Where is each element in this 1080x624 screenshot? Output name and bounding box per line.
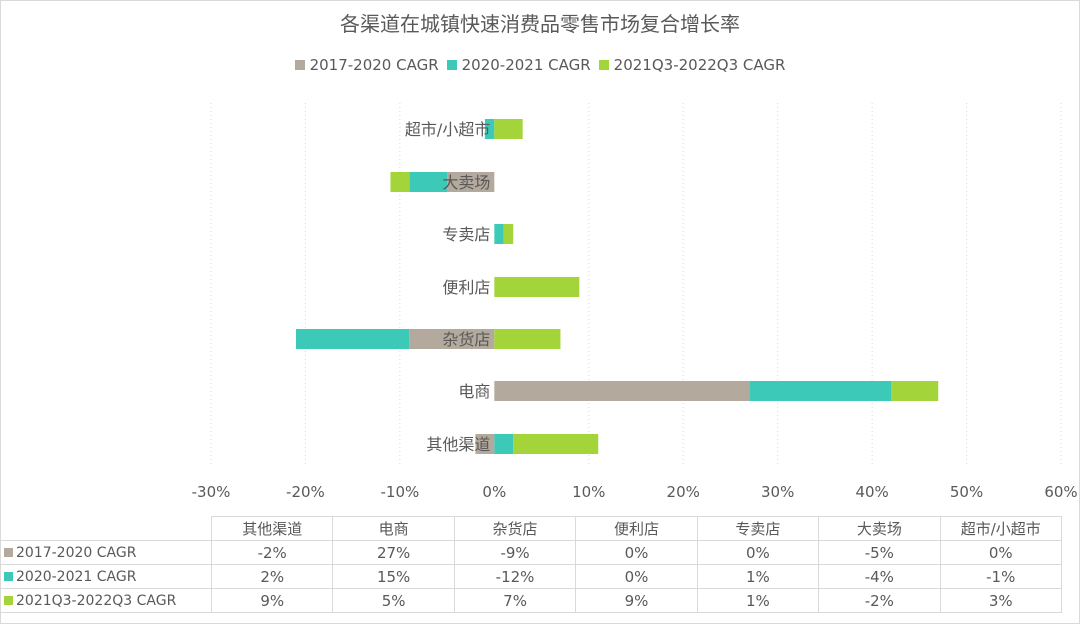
bar-segment [513, 434, 599, 454]
table-cell: 5% [332, 588, 455, 613]
table-column-header: 其他渠道 [210, 516, 334, 541]
bar-segment [296, 329, 410, 349]
table-cell: 2% [210, 564, 334, 589]
category-label: 专卖店 [442, 225, 490, 244]
table-cell: 3% [939, 588, 1062, 613]
chart-title: 各渠道在城镇快速消费品零售市场复合增长率 [340, 12, 740, 36]
series-name: 2017-2020 CAGR [16, 544, 137, 561]
bar-segment [494, 434, 514, 454]
table-column-header: 专卖店 [696, 516, 820, 541]
legend-swatch [598, 60, 609, 70]
table-cell: 1% [696, 564, 820, 589]
legend-item: 2020-2021 CAGR [446, 56, 591, 74]
legend-swatch [446, 60, 457, 70]
category-label: 超市/小超市 [405, 120, 490, 139]
category-label: 杂货店 [442, 330, 490, 349]
bar-segment [484, 119, 495, 139]
x-tick-label: 60% [1044, 483, 1077, 501]
x-tick-label: 30% [761, 483, 794, 501]
bar-segment [494, 381, 750, 401]
bar-segment [409, 172, 448, 192]
table-cell: -1% [939, 564, 1062, 589]
series-name: 2020-2021 CAGR [16, 568, 137, 585]
bar-segment [475, 434, 495, 454]
table-row-header: 2017-2020 CAGR [0, 540, 212, 565]
x-tick-label: 40% [855, 483, 888, 501]
bar-segment [409, 329, 495, 349]
bar-segment [494, 119, 523, 139]
table-cell: 0% [575, 564, 698, 589]
legend-item: 2017-2020 CAGR [294, 56, 439, 74]
data-table: 其他渠道 电商 杂货店 便利店 专卖店 大卖场 超市/小超市 2017-2020 CAGR -2… [0, 516, 1062, 613]
table-cell: 1% [696, 588, 820, 613]
table-row: 2021Q3-2022Q3 CAGR 9% 5% 7% 9% 1% -2% 3% [0, 588, 1062, 613]
x-tick-label: -20% [286, 483, 325, 501]
table-row-header: 2020-2021 CAGR [0, 564, 212, 589]
x-tick-label: 20% [667, 483, 700, 501]
x-tick-label: -30% [192, 483, 231, 501]
table-corner [0, 516, 212, 541]
x-tick-label: 0% [482, 483, 506, 501]
table-cell: -12% [453, 564, 577, 589]
category-label: 大卖场 [442, 173, 490, 192]
category-label: 其他渠道 [426, 435, 490, 454]
x-tick-label: 10% [572, 483, 605, 501]
legend-swatch [294, 60, 305, 70]
table-row: 2017-2020 CAGR -2% 27% -9% 0% 0% -5% 0% [0, 540, 1062, 565]
table-cell: -4% [818, 564, 941, 589]
category-label: 电商 [458, 382, 490, 401]
chart-plot: -30% -20% -10% 0% 10% 20% 30% 40% 50% 60% 其他渠道 电商 杂货… [192, 103, 1078, 501]
table-cell: -2% [210, 540, 334, 565]
table-column-header: 电商 [332, 516, 455, 541]
table-row-header: 2021Q3-2022Q3 CAGR [0, 588, 212, 613]
table-column-header: 便利店 [575, 516, 698, 541]
table-row: 2020-2021 CAGR 2% 15% -12% 0% 1% -4% -1% [0, 564, 1062, 589]
table-cell: 9% [210, 588, 334, 613]
legend-key-swatch [4, 547, 13, 557]
table-column-header: 杂货店 [453, 516, 577, 541]
category-label: 便利店 [442, 278, 490, 297]
x-tick-label: -10% [381, 483, 420, 501]
table-column-header: 超市/小超市 [939, 516, 1062, 541]
legend-item: 2021Q3-2022Q3 CAGR [598, 56, 786, 74]
bar-segment [390, 172, 410, 192]
bar-segment [494, 224, 504, 244]
table-cell: -2% [818, 588, 941, 613]
series-name: 2021Q3-2022Q3 CAGR [16, 592, 177, 609]
bar-segment [494, 277, 580, 297]
legend-key-swatch [4, 571, 13, 581]
table-cell: -9% [453, 540, 577, 565]
table-cell: 9% [575, 588, 698, 613]
table-cell: -5% [818, 540, 941, 565]
table-column-header: 大卖场 [818, 516, 941, 541]
table-cell: 27% [332, 540, 455, 565]
table-cell: 0% [696, 540, 820, 565]
bar-segment [503, 224, 514, 244]
x-tick-label: 50% [950, 483, 983, 501]
table-cell: 7% [453, 588, 577, 613]
legend-key-swatch [4, 595, 13, 605]
table-cell: 0% [939, 540, 1062, 565]
legend-label: 2020-2021 CAGR [461, 56, 591, 74]
legend: 2017-2020 CAGR 2020-2021 CAGR 2021Q3-2022Q… [0, 56, 1080, 74]
bar-segment [447, 172, 495, 192]
bar-segment [749, 381, 891, 401]
legend-label: 2021Q3-2022Q3 CAGR [613, 56, 786, 74]
bar-segment [494, 329, 561, 349]
bar-segment [891, 381, 939, 401]
table-header-row: 其他渠道 电商 杂货店 便利店 专卖店 大卖场 超市/小超市 [0, 516, 1062, 541]
table-cell: 15% [332, 564, 455, 589]
legend-label: 2017-2020 CAGR [309, 56, 439, 74]
table-cell: 0% [575, 540, 698, 565]
